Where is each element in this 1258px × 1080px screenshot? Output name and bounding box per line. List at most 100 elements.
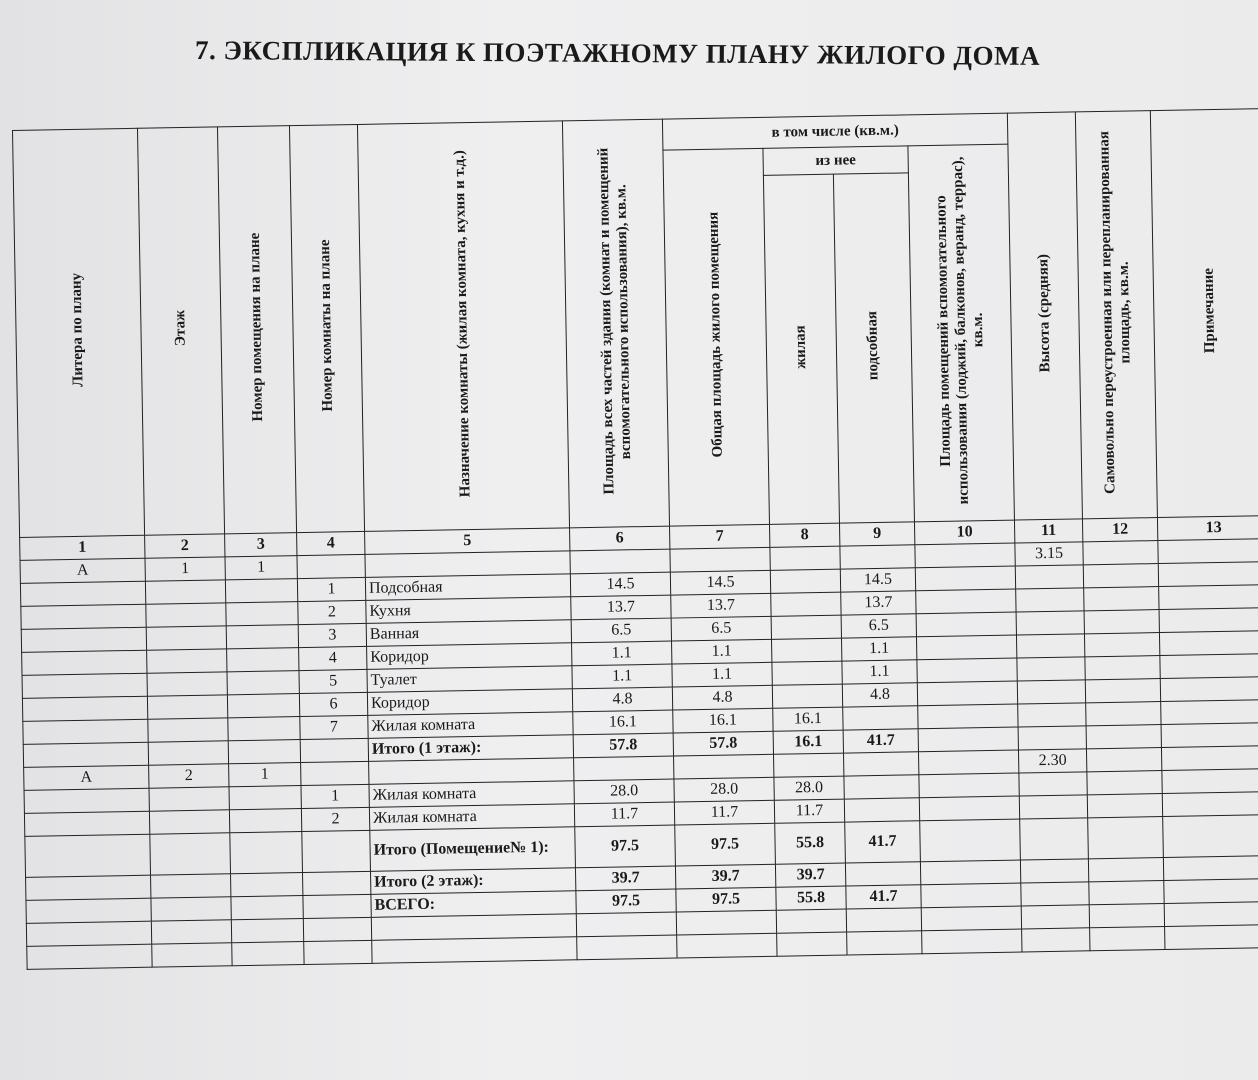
- table-cell: [1164, 901, 1258, 927]
- table-cell: [845, 861, 921, 887]
- header-unauthorized: Самовольно переустроенная или перепланир…: [1075, 110, 1158, 519]
- table-cell: [1016, 633, 1085, 659]
- table-cell: [147, 671, 228, 697]
- table-cell: [150, 873, 231, 899]
- table-cell: [149, 809, 230, 835]
- table-cell: [676, 933, 778, 959]
- table-cell: [1089, 903, 1165, 928]
- table-cell: [1019, 817, 1089, 861]
- table-cell: [26, 944, 153, 970]
- table-cell: [915, 589, 1017, 614]
- explication-table: Литера по плану Этаж Номер помещения на …: [12, 108, 1258, 970]
- table-cell: [26, 921, 152, 947]
- table-cell: [772, 684, 843, 709]
- table-cell: 1: [228, 762, 301, 787]
- table-cell: [300, 738, 369, 763]
- table-cell: [1164, 924, 1258, 950]
- table-cell: [1017, 679, 1086, 705]
- table-cell: [920, 883, 1022, 908]
- table-cell: 14.5: [570, 572, 671, 597]
- column-number: 6: [569, 526, 670, 551]
- table-cell: 11.7: [674, 800, 775, 826]
- table-cell: [23, 742, 149, 768]
- column-number: 12: [1082, 517, 1158, 542]
- table-cell: [303, 940, 373, 965]
- column-number: 1: [19, 535, 145, 561]
- table-cell: 97.5: [575, 889, 677, 914]
- table-cell: [1082, 540, 1159, 565]
- table-cell: [1157, 538, 1258, 564]
- table-cell: [148, 740, 229, 766]
- table-cell: [773, 753, 844, 778]
- table-cell: [151, 919, 232, 945]
- table-cell: [1087, 793, 1163, 818]
- table-cell: [1017, 702, 1087, 728]
- table-cell: 13.7: [670, 593, 772, 619]
- header-subgroup: из нее: [762, 145, 909, 176]
- header-auxiliary: подсобная: [833, 173, 915, 524]
- table-cell: [145, 602, 227, 628]
- table-cell: [227, 716, 301, 741]
- table-cell: [228, 785, 302, 810]
- column-number: 4: [296, 531, 365, 556]
- table-cell: [776, 909, 847, 934]
- table-cell: [1016, 610, 1085, 636]
- header-total-area: Площадь всех частей здания (комнат и пом…: [562, 119, 670, 528]
- table-cell: [918, 750, 1019, 775]
- table-cell: [231, 918, 304, 943]
- table-cell: [1158, 561, 1258, 587]
- table-cell: 4.8: [672, 685, 773, 711]
- table-cell: [1084, 655, 1161, 680]
- header-note: Примечание: [1150, 108, 1258, 518]
- table-cell: [1159, 630, 1258, 656]
- table-cell: [20, 604, 147, 630]
- table-cell: [1018, 771, 1088, 797]
- table-cell: [1159, 607, 1258, 633]
- table-cell: [227, 693, 300, 718]
- table-cell: 11.7: [774, 799, 845, 824]
- table-cell: [919, 796, 1020, 821]
- table-cell: 1.1: [571, 641, 672, 666]
- table-cell: 57.8: [573, 733, 674, 758]
- table-cell: 3: [298, 623, 367, 648]
- table-cell: 16.1: [572, 710, 674, 735]
- table-cell: 97.5: [574, 825, 676, 868]
- table-cell: Итого (Помещение№ 1):: [369, 826, 576, 872]
- table-cell: [771, 638, 842, 663]
- table-cell: [21, 650, 148, 676]
- column-number: 10: [914, 520, 1015, 545]
- table-cell: 1.1: [671, 639, 772, 665]
- table-cell: 6.5: [571, 618, 672, 643]
- table-cell: [844, 797, 920, 823]
- table-cell: 41.7: [844, 820, 921, 864]
- table-cell: [1084, 609, 1160, 634]
- table-cell: 16.1: [772, 707, 844, 732]
- table-cell: 1.1: [841, 636, 917, 662]
- table-cell: 5: [298, 669, 368, 694]
- table-cell: 1: [297, 577, 366, 602]
- table-cell: [226, 647, 299, 672]
- table-cell: [771, 661, 843, 686]
- table-cell: [569, 549, 671, 574]
- table-cell: [147, 694, 228, 720]
- table-cell: [1016, 656, 1086, 682]
- table-cell: [226, 670, 300, 695]
- table-cell: [676, 910, 777, 936]
- table-cell: 57.8: [673, 731, 774, 757]
- table-cell: [231, 941, 305, 966]
- table-cell: 2: [148, 763, 229, 789]
- table-cell: [371, 936, 578, 964]
- table-cell: [921, 929, 1022, 954]
- table-cell: [1085, 701, 1162, 726]
- table-cell: [296, 554, 366, 579]
- table-cell: [226, 624, 299, 649]
- table-cell: [21, 627, 147, 653]
- table-cell: 41.7: [845, 884, 922, 910]
- table-cell: [24, 788, 150, 814]
- table-cell: [1015, 564, 1084, 590]
- table-cell: 4.8: [572, 687, 673, 712]
- column-number: 13: [1157, 515, 1258, 541]
- table-cell: [1021, 927, 1090, 952]
- table-cell: [146, 625, 227, 651]
- table-cell: [918, 727, 1019, 752]
